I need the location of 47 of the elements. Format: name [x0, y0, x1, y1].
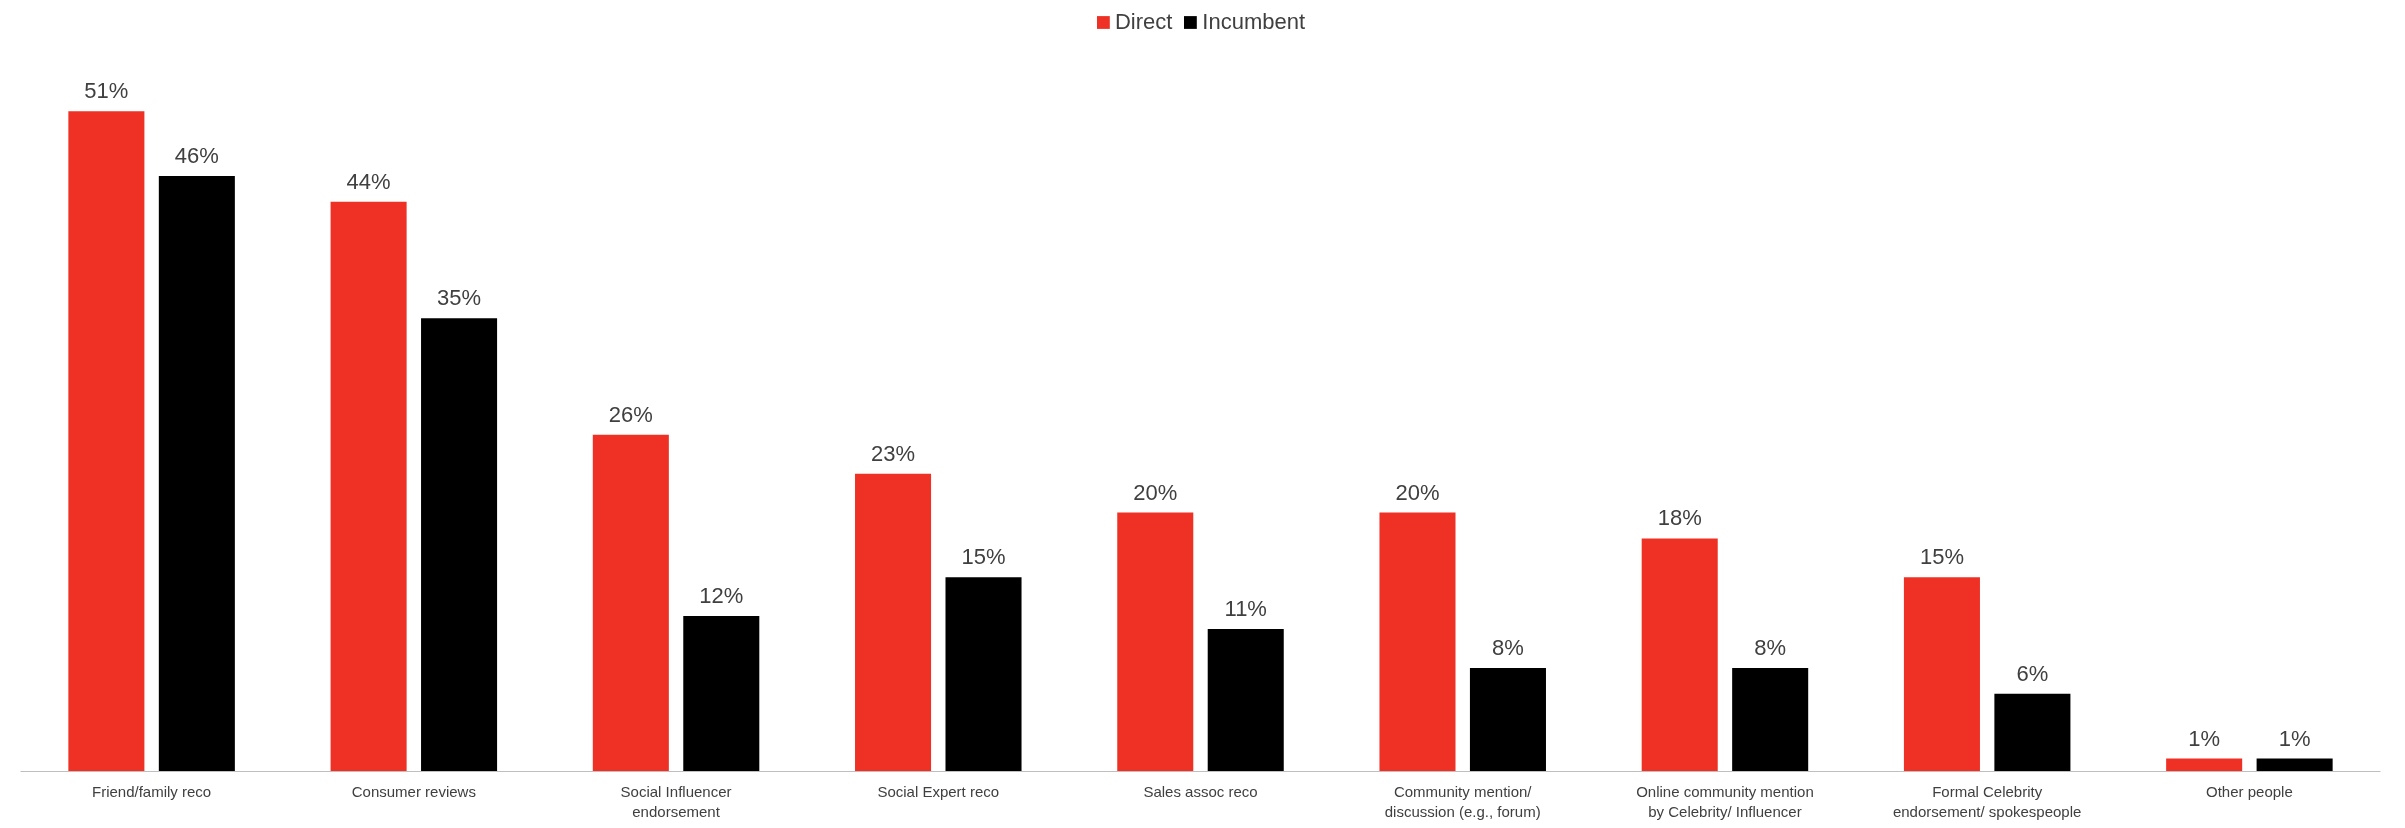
x-tick-label: Social Expert reco — [877, 782, 1000, 800]
data-label: 20% — [1395, 479, 1440, 505]
bar — [683, 616, 760, 772]
bar — [1207, 629, 1284, 772]
bar — [158, 175, 235, 772]
data-label: 35% — [437, 285, 482, 311]
data-label: 12% — [699, 583, 744, 609]
x-tick-label: Friend/family reco — [92, 782, 212, 800]
data-label: 1% — [2188, 725, 2221, 751]
bar — [1903, 577, 1980, 772]
bar — [855, 473, 932, 772]
x-tick-label: Social Influencer endorsement — [620, 782, 732, 820]
bar — [1994, 693, 2071, 772]
legend-label: Direct — [1114, 9, 1173, 35]
bar — [330, 201, 407, 772]
data-label: 1% — [2278, 725, 2311, 751]
bar — [1379, 512, 1456, 772]
bar — [945, 577, 1022, 772]
x-tick-label: Formal Celebrity endorsement/ spokespeople — [1892, 782, 2082, 820]
bar — [592, 434, 669, 772]
data-label: 18% — [1657, 505, 1702, 531]
bar — [1732, 667, 1809, 772]
bar — [1641, 538, 1718, 772]
data-label: 51% — [84, 78, 129, 104]
data-label: 20% — [1133, 479, 1178, 505]
x-tick-label: Sales assoc reco — [1143, 782, 1258, 800]
data-label: 46% — [174, 142, 219, 168]
data-label: 23% — [871, 440, 916, 466]
bar — [2166, 758, 2243, 772]
x-tick-label: Online community mention by Celebrity/ Influencer — [1636, 782, 1814, 820]
data-label: 15% — [961, 544, 1006, 570]
data-label: 44% — [346, 168, 391, 194]
data-label: 15% — [1919, 544, 1964, 570]
bar — [421, 318, 498, 772]
bar — [68, 111, 145, 772]
data-label: 6% — [2016, 660, 2049, 686]
x-tick-label: Other people — [2206, 782, 2293, 800]
bar — [1117, 512, 1194, 772]
legend-label: Incumbent — [1202, 9, 1306, 35]
bar — [2256, 758, 2333, 772]
x-tick-label: Community mention/ discussion (e.g., forum) — [1384, 782, 1541, 820]
data-label: 8% — [1754, 634, 1787, 660]
bar — [1469, 667, 1546, 772]
data-label: 11% — [1224, 596, 1267, 622]
data-label: 26% — [608, 401, 653, 427]
data-label: 8% — [1492, 634, 1524, 660]
x-tick-label: Consumer reviews — [351, 782, 476, 800]
